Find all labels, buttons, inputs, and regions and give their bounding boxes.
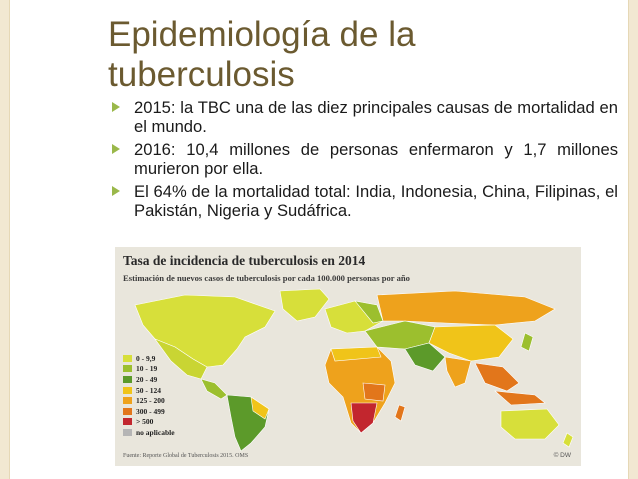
legend-swatch [123, 386, 132, 394]
bullet-item: 2016: 10,4 millones de personas enfermar… [110, 140, 618, 178]
bullet-triangle-icon [112, 186, 120, 196]
incidence-map-card: Tasa de incidencia de tuberculosis en 20… [115, 247, 581, 466]
bullet-list: 2015: la TBC una de las diez principales… [110, 98, 618, 224]
legend-swatch [123, 365, 132, 373]
map-credit: © DW [553, 452, 571, 459]
bullet-triangle-icon [112, 102, 120, 112]
map-title: Tasa de incidencia de tuberculosis en 20… [123, 253, 366, 268]
legend-item: 300 - 499 [123, 406, 175, 417]
left-bar-line [9, 0, 10, 479]
legend-label: 20 - 49 [136, 374, 158, 384]
legend-label: no aplicable [136, 427, 175, 437]
right-bar-line [628, 0, 629, 479]
right-decorative-bar [629, 0, 638, 479]
legend-item: 20 - 49 [123, 374, 175, 385]
legend-swatch [123, 428, 132, 436]
map-source: Fuente: Reporte Global de Tuberculosis 2… [123, 453, 249, 459]
legend-swatch [123, 354, 132, 362]
legend-swatch [123, 407, 132, 415]
legend-swatch [123, 375, 132, 383]
legend-item: no aplicable [123, 427, 175, 438]
map-legend: 0 - 9,9 10 - 19 20 - 49 50 - 124 125 - 2… [123, 353, 175, 438]
legend-label: 10 - 19 [136, 364, 158, 374]
bullet-text: 2016: 10,4 millones de personas enfermar… [134, 140, 618, 178]
bullet-triangle-icon [112, 144, 120, 154]
legend-item: > 500 [123, 417, 175, 428]
slide-title: Epidemiología de la tuberculosis [108, 15, 416, 94]
legend-item: 0 - 9,9 [123, 353, 175, 364]
legend-item: 10 - 19 [123, 364, 175, 375]
legend-item: 125 - 200 [123, 395, 175, 406]
legend-swatch [123, 418, 132, 426]
legend-label: 125 - 200 [136, 396, 165, 406]
legend-label: 50 - 124 [136, 385, 161, 395]
legend-label: > 500 [136, 417, 154, 427]
left-decorative-bar [0, 0, 9, 479]
bullet-text: El 64% de la mortalidad total: India, In… [134, 182, 618, 220]
bullet-item: El 64% de la mortalidad total: India, In… [110, 182, 618, 220]
map-subtitle: Estimación de nuevos casos de tuberculos… [123, 273, 410, 283]
legend-swatch [123, 397, 132, 405]
legend-item: 50 - 124 [123, 385, 175, 396]
legend-label: 0 - 9,9 [136, 353, 156, 363]
bullet-text: 2015: la TBC una de las diez principales… [134, 98, 618, 136]
bullet-item: 2015: la TBC una de las diez principales… [110, 98, 618, 136]
world-map-icon [134, 288, 574, 452]
legend-label: 300 - 499 [136, 406, 165, 416]
